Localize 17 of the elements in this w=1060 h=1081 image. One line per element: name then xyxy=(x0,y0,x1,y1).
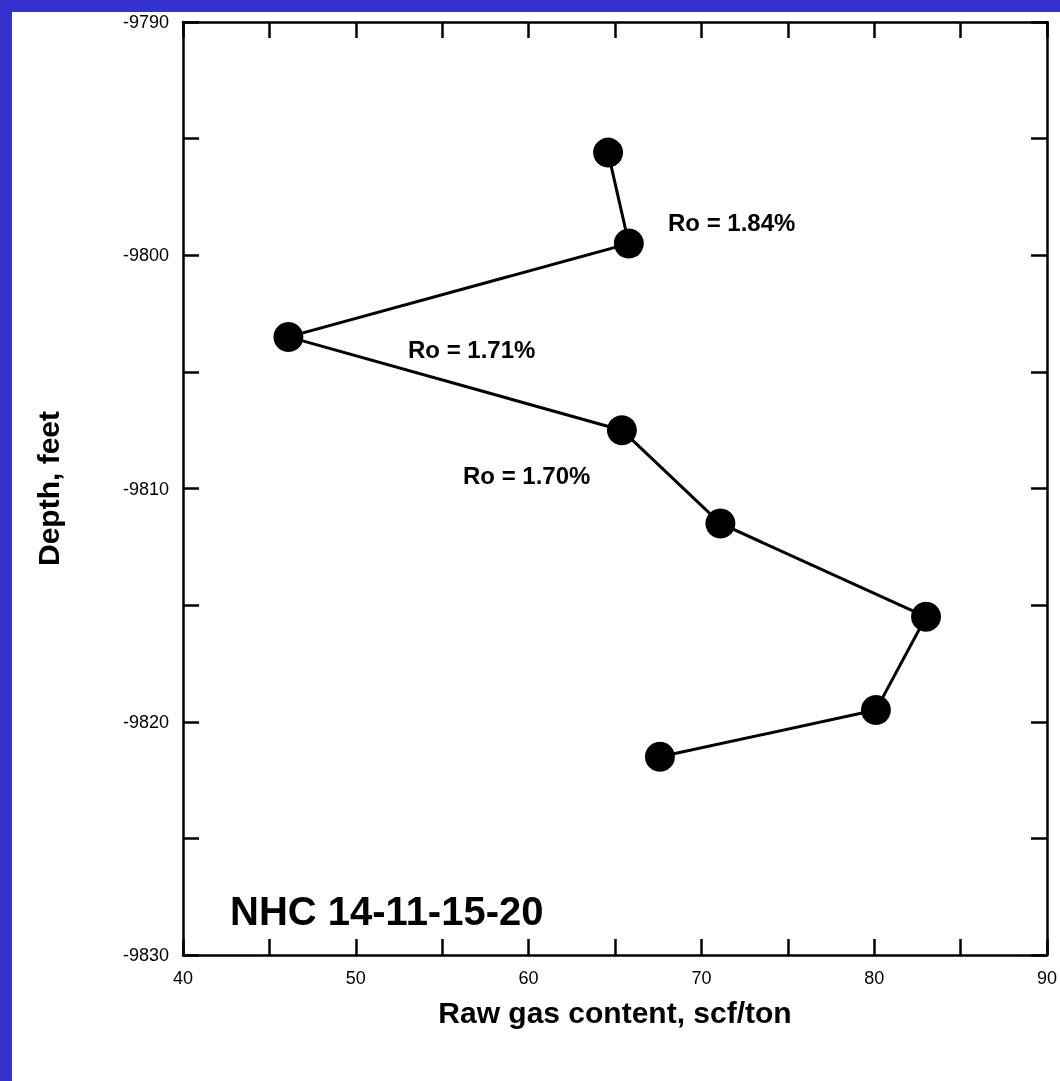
x-tick-label: 90 xyxy=(1036,968,1057,988)
annotation: Ro = 1.84% xyxy=(668,208,796,236)
x-axis-title: Raw gas content, scf/ton xyxy=(438,995,792,1029)
y-tick-label: -9820 xyxy=(122,711,169,732)
annotation: Ro = 1.70% xyxy=(463,461,591,489)
x-tick-label: 60 xyxy=(518,968,539,988)
y-tick-label: -9800 xyxy=(122,245,169,266)
y-axis-title: Depth, feet xyxy=(31,410,65,567)
x-tick-label: 50 xyxy=(345,968,366,988)
x-tick-label: 80 xyxy=(864,968,885,988)
y-tick-label: -9810 xyxy=(122,478,169,499)
x-tick-label: 70 xyxy=(691,968,712,988)
annotation: Ro = 1.71% xyxy=(408,335,536,363)
y-tick-label: -9830 xyxy=(122,945,169,965)
y-tick-label: -9790 xyxy=(122,12,169,32)
text: NHC 14-11-15-20 xyxy=(230,889,544,933)
x-tick-label: 40 xyxy=(172,968,194,988)
